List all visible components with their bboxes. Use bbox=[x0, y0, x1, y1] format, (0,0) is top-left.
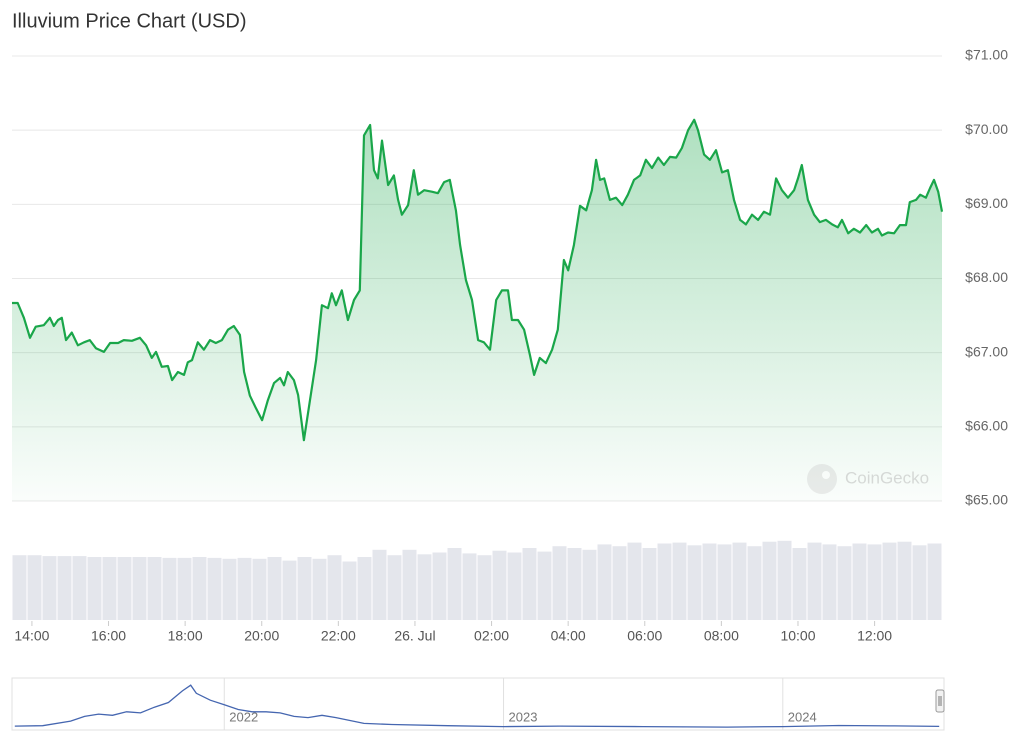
volume-bars bbox=[12, 540, 942, 620]
volume-bar bbox=[312, 558, 327, 620]
volume-bar bbox=[387, 555, 402, 620]
volume-bar bbox=[747, 546, 762, 620]
y-tick-label: $67.00 bbox=[965, 343, 1008, 359]
volume-bar bbox=[282, 560, 297, 620]
volume-bar bbox=[147, 557, 162, 620]
volume-bar bbox=[687, 545, 702, 620]
x-tick-label: 16:00 bbox=[91, 628, 126, 644]
volume-bar bbox=[57, 556, 72, 620]
volume-bar bbox=[627, 542, 642, 620]
watermark: CoinGecko bbox=[807, 464, 929, 494]
volume-bar bbox=[327, 555, 342, 620]
watermark-logo bbox=[807, 464, 837, 494]
x-tick-label: 26. Jul bbox=[394, 628, 435, 644]
volume-bar bbox=[447, 548, 462, 620]
navigator-tick-label: 2023 bbox=[509, 709, 538, 724]
y-tick-label: $68.00 bbox=[965, 269, 1008, 285]
volume-bar bbox=[777, 540, 792, 620]
volume-bar bbox=[297, 557, 312, 620]
volume-bar bbox=[417, 554, 432, 620]
volume-bar bbox=[492, 550, 507, 620]
volume-bar bbox=[237, 557, 252, 620]
x-tick-label: 12:00 bbox=[857, 628, 892, 644]
volume-bar bbox=[717, 544, 732, 620]
watermark-text: CoinGecko bbox=[845, 468, 929, 487]
volume-bar bbox=[252, 558, 267, 620]
x-tick-label: 20:00 bbox=[244, 628, 279, 644]
volume-bar bbox=[822, 544, 837, 620]
volume-bar bbox=[597, 544, 612, 620]
volume-bar bbox=[912, 545, 927, 620]
volume-bar bbox=[372, 549, 387, 620]
volume-bar bbox=[267, 557, 282, 620]
navigator: 2022 2023 2024 bbox=[11, 677, 945, 731]
volume-bar bbox=[462, 553, 477, 620]
chart-title: Illuvium Price Chart (USD) bbox=[12, 10, 246, 32]
volume-bar bbox=[102, 557, 117, 620]
volume-bar bbox=[42, 556, 57, 620]
x-tick-label: 06:00 bbox=[627, 628, 662, 644]
volume-bar bbox=[357, 557, 372, 620]
x-tick-label: 02:00 bbox=[474, 628, 509, 644]
volume-bar bbox=[162, 557, 177, 620]
volume-bar bbox=[852, 543, 867, 620]
volume-bar bbox=[792, 548, 807, 620]
y-tick-label: $70.00 bbox=[965, 121, 1008, 137]
x-tick-label: 08:00 bbox=[704, 628, 739, 644]
volume-bar bbox=[87, 557, 102, 620]
price-area bbox=[12, 119, 942, 502]
volume-bar bbox=[117, 557, 132, 620]
volume-bar bbox=[72, 556, 87, 620]
volume-bar bbox=[27, 555, 42, 620]
volume-bar bbox=[222, 558, 237, 620]
volume-bar bbox=[432, 552, 447, 620]
volume-bar bbox=[402, 549, 417, 620]
navigator-handle-box[interactable] bbox=[935, 689, 945, 713]
volume-bar bbox=[132, 557, 147, 620]
volume-bar bbox=[762, 541, 777, 620]
volume-bar bbox=[837, 546, 852, 620]
volume-bar bbox=[732, 542, 747, 620]
volume-bar bbox=[867, 544, 882, 620]
volume-bar bbox=[177, 557, 192, 620]
plot-area bbox=[12, 118, 944, 502]
volume-bar bbox=[672, 542, 687, 620]
x-tick-label: 22:00 bbox=[321, 628, 356, 644]
navigator-tick-label: 2024 bbox=[788, 709, 817, 724]
volume-bar bbox=[507, 552, 522, 620]
navigator-handle[interactable] bbox=[935, 689, 945, 713]
x-tick-label: 18:00 bbox=[168, 628, 203, 644]
x-tick-label: 04:00 bbox=[551, 628, 586, 644]
volume-bar bbox=[207, 557, 222, 620]
price-line bbox=[12, 118, 944, 442]
navigator-line bbox=[14, 684, 940, 728]
volume-bar bbox=[552, 546, 567, 620]
volume-bar bbox=[567, 548, 582, 620]
y-tick-label: $69.00 bbox=[965, 195, 1008, 211]
volume-bar bbox=[927, 543, 942, 620]
watermark-logo-eye bbox=[822, 471, 830, 479]
y-tick-label: $66.00 bbox=[965, 418, 1008, 434]
volume-bar bbox=[192, 557, 207, 620]
y-tick-label: $65.00 bbox=[965, 492, 1008, 508]
volume-bar bbox=[882, 542, 897, 620]
volume-bar bbox=[537, 551, 552, 620]
volume-bar bbox=[657, 543, 672, 620]
volume-bar bbox=[642, 548, 657, 620]
y-tick-label: $71.00 bbox=[965, 47, 1008, 63]
x-tick-label: 14:00 bbox=[14, 628, 49, 644]
volume-bar bbox=[522, 548, 537, 620]
volume-bar bbox=[477, 555, 492, 620]
volume-bar bbox=[12, 555, 27, 620]
x-tick-label: 10:00 bbox=[780, 628, 815, 644]
volume-bar bbox=[582, 549, 597, 620]
volume-bar bbox=[897, 541, 912, 620]
navigator-tick-label: 2022 bbox=[229, 709, 258, 724]
volume-bar bbox=[702, 543, 717, 620]
volume-bar bbox=[612, 546, 627, 620]
volume-bar bbox=[342, 561, 357, 620]
volume-bar bbox=[807, 542, 822, 620]
